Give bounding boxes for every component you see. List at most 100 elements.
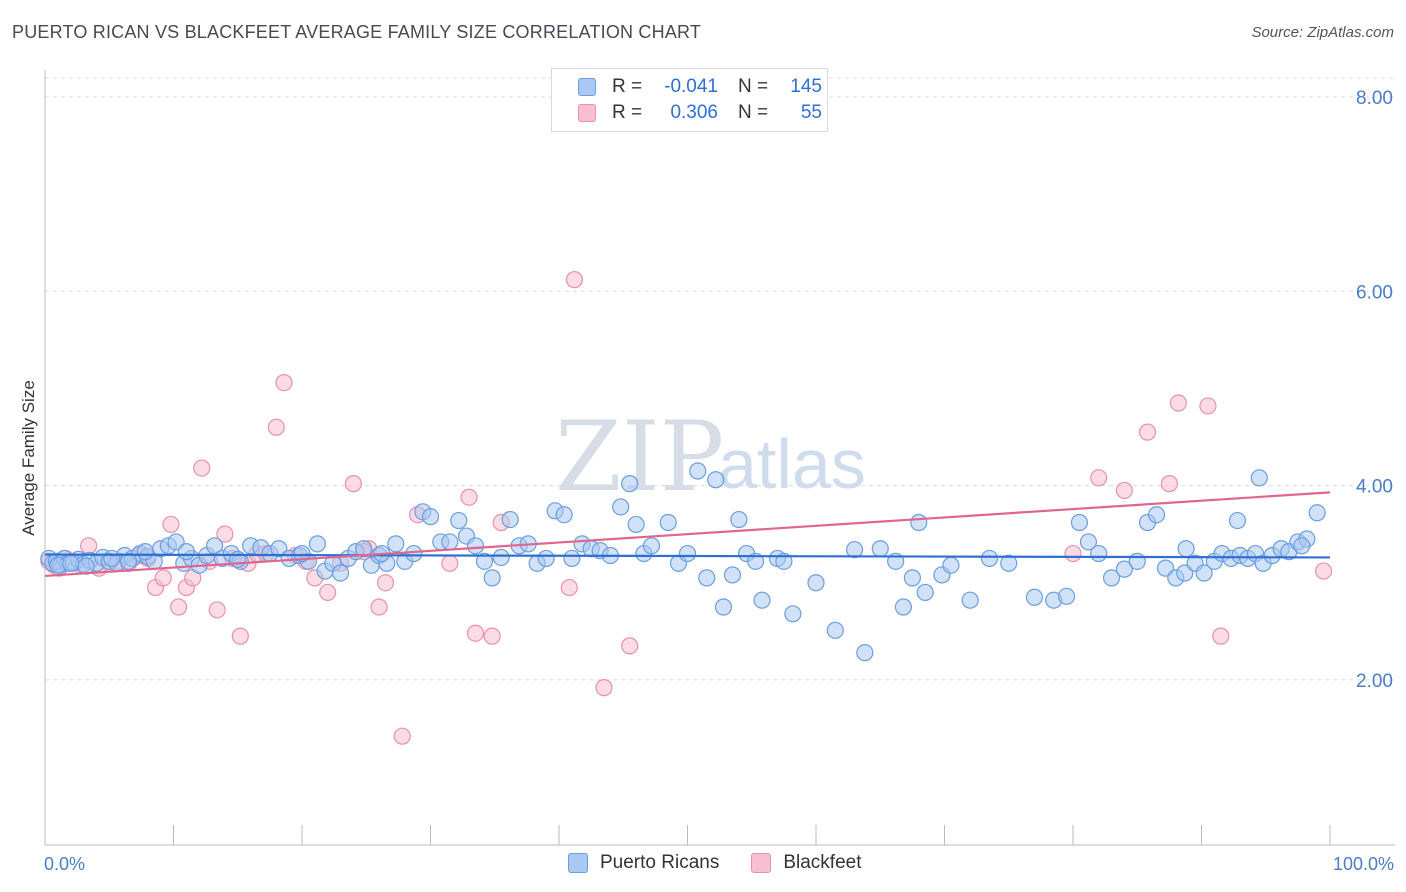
puerto-rican-point — [784, 605, 802, 623]
puerto-rican-point — [1177, 540, 1195, 558]
puerto-rican-point — [136, 543, 154, 561]
puerto-rican-point — [1293, 537, 1311, 555]
legend-item-blackfeet[interactable]: Blackfeet — [751, 852, 862, 874]
blackfeet-point — [1090, 469, 1108, 487]
puerto-rican-point — [492, 548, 510, 567]
blackfeet-point — [565, 271, 584, 289]
blackfeet-point — [162, 515, 180, 534]
puerto-rican-point — [753, 591, 771, 609]
puerto-rican-point — [903, 569, 921, 587]
puerto-rican-point — [856, 644, 874, 662]
puerto-rican-point — [331, 564, 350, 582]
puerto-rican-point — [714, 598, 733, 616]
puerto-rican-point — [450, 511, 468, 530]
blackfeet-point — [216, 525, 234, 543]
puerto-rican-point — [1308, 504, 1326, 522]
puerto-rican-point — [807, 574, 825, 592]
puerto-rican-point — [1228, 511, 1247, 530]
series-legend: Puerto Ricans Blackfeet — [568, 852, 894, 874]
pink-swatch-icon — [751, 853, 772, 873]
blackfeet-point — [483, 627, 501, 645]
puerto-rican-point — [1079, 533, 1098, 551]
puerto-rican-point — [845, 541, 864, 559]
puerto-rican-point — [1250, 469, 1268, 487]
puerto-rican-point — [942, 556, 960, 574]
trend-lines — [44, 491, 1331, 578]
blackfeet-point — [344, 475, 362, 493]
n-value: 145 — [790, 76, 822, 97]
blackfeet-point — [208, 601, 226, 619]
puerto-rican-point — [103, 549, 121, 568]
puerto-rican-point — [441, 533, 459, 551]
x-tick-label: 0.0% — [44, 854, 85, 874]
puerto-rican-point — [1195, 564, 1213, 582]
puerto-rican-point — [871, 540, 889, 558]
blue-swatch-icon — [578, 78, 596, 96]
puerto-ricans-points — [40, 462, 1326, 662]
puerto-rican-point — [405, 544, 423, 563]
puerto-ricans-trend-line — [44, 553, 1331, 559]
puerto-rican-point — [1057, 587, 1076, 605]
legend-item-puerto-ricans[interactable]: Puerto Ricans — [568, 852, 719, 874]
blackfeet-point — [231, 627, 249, 645]
blackfeet-point — [441, 554, 459, 572]
blue-swatch-icon — [568, 853, 588, 873]
blackfeet-point — [370, 598, 388, 616]
axis-labels: 2.00 4.00 6.00 8.00 0.0% 100.0% Average Family… — [19, 88, 1394, 874]
blackfeet-point — [275, 374, 293, 392]
puerto-rican-point — [775, 552, 793, 570]
legend-label: Blackfeet — [783, 852, 862, 873]
blackfeet-point — [1138, 423, 1157, 441]
puerto-rican-point — [355, 540, 373, 558]
blackfeet-point — [1169, 394, 1187, 412]
blackfeet-point — [1199, 397, 1217, 415]
puerto-rican-point — [62, 554, 80, 572]
puerto-rican-point — [747, 552, 765, 570]
puerto-rican-point — [642, 537, 661, 555]
legend-row-puerto-ricans: R = -0.041 N = 145 — [578, 74, 822, 100]
blackfeet-point — [1115, 481, 1134, 500]
puerto-rican-point — [723, 566, 742, 584]
blackfeet-point — [267, 418, 285, 436]
puerto-rican-point — [730, 510, 748, 529]
puerto-rican-point — [627, 515, 645, 534]
puerto-rican-point — [894, 598, 912, 616]
blackfeet-point — [154, 569, 172, 587]
blackfeet-point — [1212, 627, 1230, 645]
y-tick-label: 4.00 — [1356, 477, 1393, 498]
blackfeet-point — [319, 583, 337, 602]
puerto-rican-point — [229, 550, 247, 569]
correlation-legend: R = -0.041 N = 145 R = 0.306 N = 55 — [551, 68, 828, 132]
r-label: R = — [612, 102, 643, 123]
pink-swatch-icon — [578, 104, 596, 122]
r-value: 0.306 — [670, 102, 718, 123]
puerto-rican-point — [659, 513, 677, 532]
puerto-rican-point — [916, 583, 934, 602]
blackfeet-point — [1160, 475, 1178, 493]
watermark-atlas: atlas — [718, 425, 866, 503]
puerto-rican-point — [1090, 544, 1108, 563]
blackfeet-point — [466, 624, 485, 642]
puerto-rican-point — [621, 475, 639, 493]
puerto-rican-point — [177, 543, 195, 561]
puerto-rican-point — [678, 544, 697, 563]
puerto-rican-point — [1070, 513, 1089, 532]
puerto-rican-point — [501, 510, 519, 529]
r-value: -0.041 — [664, 76, 718, 97]
y-axis-title: Average Family Size — [19, 380, 38, 536]
blackfeet-point — [595, 679, 613, 697]
blackfeet-point — [1314, 562, 1333, 580]
y-tick-label: 6.00 — [1356, 282, 1393, 303]
puerto-rican-point — [1025, 588, 1044, 606]
puerto-rican-point — [387, 535, 405, 553]
puerto-rican-point — [466, 537, 485, 555]
puerto-rican-point — [707, 471, 725, 489]
puerto-rican-point — [119, 552, 138, 570]
puerto-rican-point — [1115, 560, 1134, 578]
puerto-rican-point — [698, 569, 716, 587]
puerto-rican-point — [612, 498, 630, 516]
puerto-rican-point — [206, 537, 224, 555]
chart-title: PUERTO RICAN VS BLACKFEET AVERAGE FAMILY… — [12, 22, 702, 42]
watermark-zip: ZIP — [555, 401, 724, 513]
